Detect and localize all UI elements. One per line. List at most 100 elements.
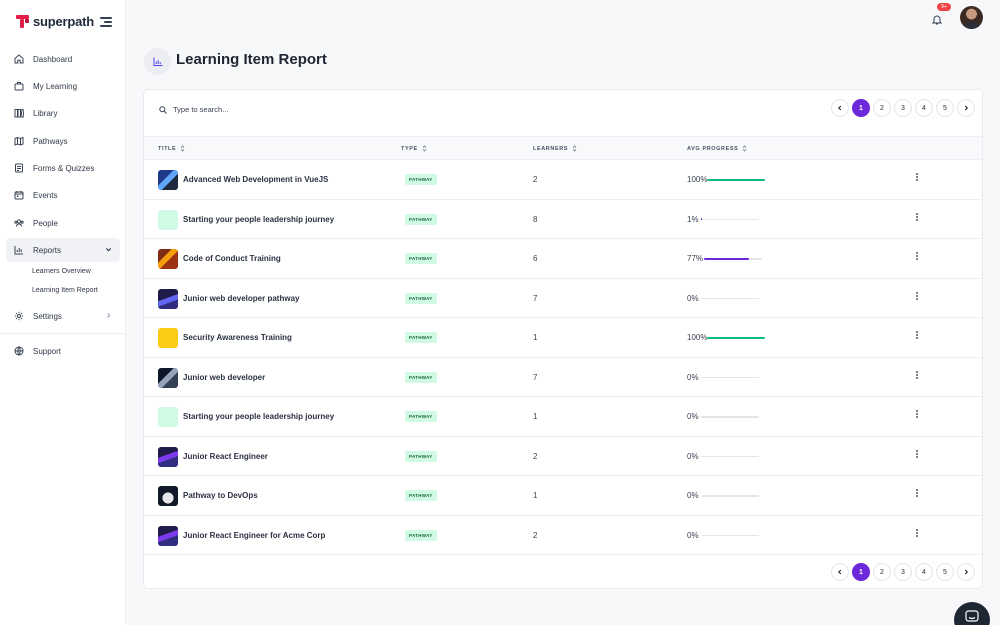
sidebar-item-events[interactable]: Events bbox=[6, 183, 120, 207]
item-title[interactable]: Security Awareness Training bbox=[183, 333, 292, 342]
item-title[interactable]: Starting your people leadership journey bbox=[183, 214, 335, 224]
progress-bar bbox=[701, 416, 759, 418]
item-title[interactable]: Junior React Engineer for Acme Corp bbox=[183, 530, 326, 540]
row-actions-menu-icon[interactable] bbox=[914, 173, 920, 185]
table-row[interactable]: Starting your people leadership journey P… bbox=[144, 200, 982, 239]
briefcase-icon bbox=[14, 81, 24, 91]
chevron-right-icon bbox=[105, 312, 112, 319]
pagination-page-5[interactable]: 5 bbox=[936, 99, 954, 117]
column-header-title[interactable]: TITLE bbox=[158, 145, 185, 152]
sidebar-item-settings[interactable]: Settings bbox=[6, 304, 120, 328]
user-avatar[interactable] bbox=[960, 6, 983, 29]
table-row[interactable]: Code of Conduct Training PATHWAY 6 77% bbox=[144, 239, 982, 279]
progress-percent: 100% bbox=[687, 333, 708, 342]
brand-name: superpath bbox=[33, 14, 95, 29]
type-badge: PATHWAY bbox=[405, 332, 437, 343]
item-title[interactable]: Junior web developer bbox=[183, 372, 266, 382]
progress-bar-fill bbox=[707, 178, 765, 181]
pagination-page-3[interactable]: 3 bbox=[894, 563, 912, 581]
sidebar: superpath Dashboard My Learning Library … bbox=[0, 0, 126, 625]
row-actions-menu-icon[interactable] bbox=[914, 331, 920, 343]
sidebar-item-library[interactable]: Library bbox=[6, 101, 120, 125]
item-title[interactable]: Starting your people leadership journey bbox=[183, 412, 335, 421]
sidebar-item-pathways[interactable]: Pathways bbox=[6, 129, 120, 153]
learners-count: 1 bbox=[533, 333, 538, 342]
progress-bar bbox=[701, 495, 759, 497]
type-badge: PATHWAY bbox=[405, 411, 437, 422]
pagination-page-4[interactable]: 4 bbox=[915, 99, 933, 117]
type-badge: PATHWAY bbox=[405, 371, 437, 383]
search-box[interactable] bbox=[159, 105, 333, 114]
item-title[interactable]: Advanced Web Development in VueJS bbox=[183, 175, 329, 184]
row-actions-menu-icon[interactable] bbox=[914, 410, 920, 422]
collapse-menu-icon[interactable] bbox=[100, 17, 112, 27]
sidebar-item-label: Dashboard bbox=[33, 54, 73, 64]
table-row[interactable]: Security Awareness Training PATHWAY 1 100% bbox=[144, 318, 982, 358]
sidebar-item-support[interactable]: Support bbox=[6, 339, 120, 363]
column-header-learners[interactable]: LEARNERS bbox=[533, 145, 577, 152]
item-thumbnail bbox=[158, 446, 178, 467]
form-icon bbox=[14, 163, 24, 173]
item-title[interactable]: Junior React Engineer bbox=[183, 451, 268, 461]
chat-support-button[interactable] bbox=[954, 602, 990, 625]
type-badge: PATHWAY bbox=[405, 529, 437, 541]
column-header-avg-progress[interactable]: AVG PROGRESS bbox=[687, 145, 747, 152]
table-row[interactable]: Starting your people leadership journey P… bbox=[144, 397, 982, 437]
chevron-right-icon bbox=[964, 569, 968, 575]
row-actions-menu-icon[interactable] bbox=[914, 212, 920, 225]
search-input[interactable] bbox=[173, 105, 333, 114]
sidebar-item-label: Reports bbox=[33, 245, 62, 255]
row-actions-menu-icon[interactable] bbox=[914, 449, 920, 462]
sidebar-item-people[interactable]: People bbox=[6, 211, 120, 235]
progress-bar bbox=[704, 257, 762, 260]
superpath-logo-icon bbox=[16, 15, 29, 28]
pagination-page-2[interactable]: 2 bbox=[873, 99, 891, 117]
sidebar-item-forms-quizzes[interactable]: Forms & Quizzes bbox=[6, 156, 120, 180]
pagination-page-1[interactable]: 1 bbox=[852, 563, 870, 581]
row-actions-menu-icon[interactable] bbox=[914, 370, 920, 383]
pagination-page-5[interactable]: 5 bbox=[936, 563, 954, 581]
sidebar-item-label: Pathways bbox=[33, 136, 68, 146]
notifications-bell-icon[interactable] bbox=[931, 12, 943, 25]
table-row[interactable]: Junior React Engineer for Acme Corp PATHW… bbox=[144, 516, 982, 555]
item-thumbnail bbox=[158, 525, 178, 546]
progress-percent: 0% bbox=[687, 372, 699, 382]
sort-icon bbox=[742, 145, 747, 152]
pagination-top: 1 2 3 4 5 bbox=[831, 99, 975, 117]
sidebar-item-reports[interactable]: Reports bbox=[6, 238, 120, 262]
pagination-next-button[interactable] bbox=[957, 99, 975, 117]
row-actions-menu-icon[interactable] bbox=[914, 489, 920, 501]
table-row[interactable]: Junior web developer PATHWAY 7 0% bbox=[144, 358, 982, 397]
item-title[interactable]: Pathway to DevOps bbox=[183, 491, 258, 500]
table-row[interactable]: Pathway to DevOps PATHWAY 1 0% bbox=[144, 476, 982, 516]
pagination-page-4[interactable]: 4 bbox=[915, 563, 933, 581]
pagination-bottom: 1 2 3 4 5 bbox=[831, 563, 975, 581]
progress-bar bbox=[701, 455, 759, 457]
item-thumbnail bbox=[158, 328, 178, 348]
pagination-page-1[interactable]: 1 bbox=[852, 99, 870, 117]
row-actions-menu-icon[interactable] bbox=[914, 252, 920, 264]
item-title[interactable]: Code of Conduct Training bbox=[183, 254, 281, 263]
item-title[interactable]: Junior web developer pathway bbox=[183, 293, 300, 303]
pagination-prev-button[interactable] bbox=[831, 99, 849, 117]
row-actions-menu-icon[interactable] bbox=[914, 291, 920, 304]
sidebar-item-my-learning[interactable]: My Learning bbox=[6, 74, 120, 98]
pagination-page-2[interactable]: 2 bbox=[873, 563, 891, 581]
sidebar-item-label: Support bbox=[33, 346, 62, 356]
learners-count: 2 bbox=[533, 530, 538, 540]
sidebar-divider bbox=[0, 333, 126, 334]
row-actions-menu-icon[interactable] bbox=[914, 528, 920, 541]
table-row[interactable]: Junior React Engineer PATHWAY 2 0% bbox=[144, 437, 982, 476]
pagination-prev-button[interactable] bbox=[831, 563, 849, 581]
sidebar-subitem-learners-overview[interactable]: Learners Overview bbox=[32, 268, 91, 275]
pagination-next-button[interactable] bbox=[957, 563, 975, 581]
brand-logo[interactable]: superpath bbox=[16, 14, 94, 29]
column-header-type[interactable]: TYPE bbox=[401, 145, 427, 152]
progress-bar-fill bbox=[701, 218, 702, 221]
sidebar-item-dashboard[interactable]: Dashboard bbox=[6, 47, 120, 71]
type-badge: PATHWAY bbox=[405, 292, 437, 304]
sidebar-subitem-learning-item-report[interactable]: Learning Item Report bbox=[32, 287, 98, 294]
pagination-page-3[interactable]: 3 bbox=[894, 99, 912, 117]
table-row[interactable]: Junior web developer pathway PATHWAY 7 0% bbox=[144, 279, 982, 318]
table-row[interactable]: Advanced Web Development in VueJS PATHWAY… bbox=[144, 160, 982, 200]
